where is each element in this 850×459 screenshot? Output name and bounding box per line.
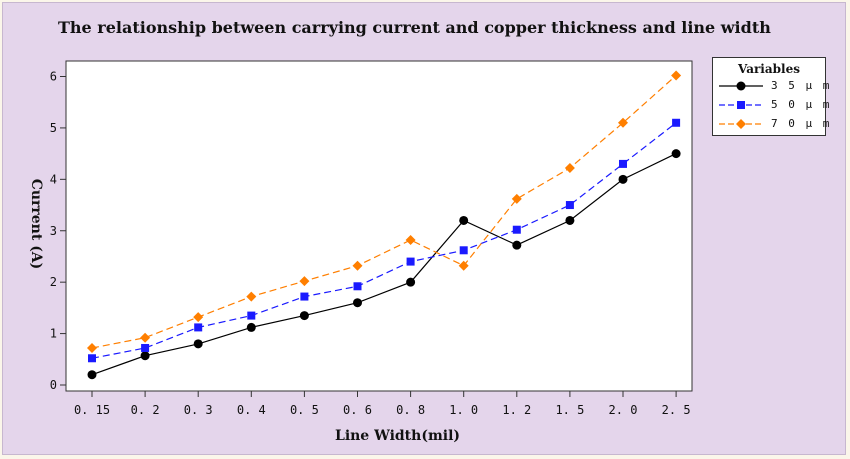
data-point-70m [193, 312, 204, 323]
y-tick-label: 2 [50, 275, 57, 289]
series-layer [87, 70, 682, 380]
legend-item-50um: 5 0 μ m [717, 96, 829, 114]
data-point-70m [87, 342, 97, 353]
data-point-50m [300, 292, 309, 301]
data-point-50m [141, 343, 150, 352]
x-tick-label: 2. 5 [662, 403, 691, 417]
data-point-35m [299, 311, 309, 321]
data-point-50m [459, 246, 468, 255]
x-tick-label: 0. 3 [184, 403, 213, 417]
data-point-70m [671, 70, 682, 81]
x-tick-label: 0. 15 [74, 403, 110, 417]
legend-swatch-35um [719, 81, 763, 91]
data-point-50m [247, 311, 256, 320]
x-tick-label: 0. 6 [343, 403, 372, 417]
x-axis-title: Line Width(mil) [334, 428, 461, 444]
data-point-35m [87, 370, 97, 380]
data-point-50m [88, 354, 96, 363]
legend: Variables 3 5 μ m 5 0 μ m 7 0 μ m [712, 57, 829, 136]
data-point-35m [353, 298, 362, 308]
x-tick-label: 0. 2 [131, 403, 160, 417]
data-point-50m [619, 159, 627, 168]
data-point-70m [405, 235, 416, 246]
data-point-50m [353, 282, 362, 291]
data-point-35m [671, 149, 681, 159]
data-point-70m [511, 193, 522, 204]
legend-label-50um: 5 0 μ m [771, 98, 832, 111]
series-line-70m [91, 75, 677, 349]
x-tick-label: 1. 2 [502, 403, 531, 417]
data-point-35m [459, 215, 469, 225]
chart-title: The relationship between carrying curren… [58, 18, 771, 37]
series-line-50m [91, 122, 677, 359]
y-tick-label: 0 [50, 378, 57, 392]
y-tick-label: 1 [50, 327, 57, 341]
x-tick-label: 0. 5 [290, 403, 319, 417]
data-point-35m [565, 215, 575, 225]
legend-swatch-50um [719, 101, 763, 109]
data-point-50m [406, 257, 415, 266]
data-point-50m [672, 118, 681, 127]
data-point-35m [246, 322, 256, 332]
plot-frame [65, 60, 693, 392]
data-point-35m [618, 174, 628, 184]
data-point-70m [564, 163, 575, 174]
data-point-50m [194, 323, 203, 332]
legend-label-35um: 3 5 μ m [771, 79, 832, 92]
y-tick-label: 6 [50, 70, 57, 84]
data-point-50m [565, 201, 574, 210]
x-tick-label: 2. 0 [609, 403, 638, 417]
y-tick-label: 3 [50, 224, 57, 238]
series-line-35m [91, 153, 677, 376]
data-point-70m [246, 291, 257, 302]
y-tick-label: 5 [50, 121, 57, 135]
data-point-35m [193, 339, 203, 349]
y-axis-title: Current (A) [28, 178, 44, 270]
y-tick-label: 4 [50, 172, 57, 186]
axes: 0 1 2 3 4 5 6 0. 15 0. 2 0. 3 0. 4 0. 5 0. 6 0. 8 1. 0… [50, 70, 691, 418]
data-point-70m [352, 260, 363, 271]
x-tick-label: 1. 5 [555, 403, 584, 417]
legend-item-35um: 3 5 μ m [717, 77, 829, 95]
data-point-70m [299, 276, 310, 287]
legend-title: Variables [738, 62, 800, 76]
data-point-35m [406, 277, 416, 287]
x-tick-label: 1. 0 [449, 403, 478, 417]
data-point-35m [512, 240, 522, 250]
data-point-70m [458, 260, 469, 271]
x-tick-label: 0. 4 [237, 403, 266, 417]
data-point-35m [140, 351, 150, 361]
data-point-70m [140, 332, 151, 343]
data-point-70m [618, 117, 628, 128]
legend-swatch-70um [719, 119, 763, 129]
legend-label-70um: 7 0 μ m [771, 117, 832, 130]
data-point-50m [512, 225, 521, 234]
x-tick-label: 0. 8 [396, 403, 425, 417]
legend-item-70um: 7 0 μ m [717, 115, 829, 133]
